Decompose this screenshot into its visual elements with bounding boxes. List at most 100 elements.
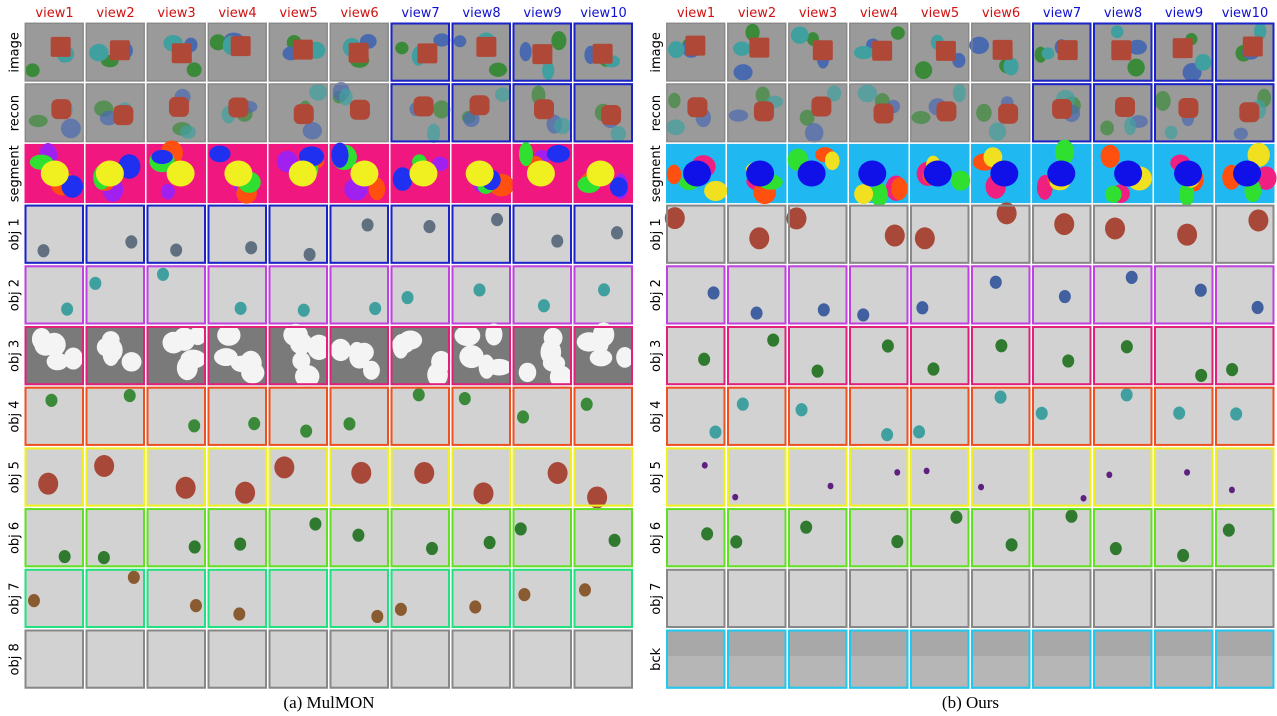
thumbnail bbox=[452, 387, 512, 446]
thumbnail bbox=[25, 23, 85, 82]
object bbox=[124, 389, 136, 402]
thumbnail bbox=[574, 265, 634, 324]
thumbnail bbox=[727, 83, 787, 142]
thumbnail bbox=[1154, 265, 1214, 324]
segment-main bbox=[1114, 161, 1142, 187]
object bbox=[891, 535, 903, 548]
thumbnail bbox=[574, 387, 634, 446]
cube bbox=[1173, 38, 1193, 58]
thumbnail-bg bbox=[1032, 326, 1092, 385]
thumbnail-bg bbox=[269, 569, 329, 628]
thumbnail-bg bbox=[1154, 569, 1214, 628]
object bbox=[548, 462, 568, 484]
segment-main bbox=[350, 161, 378, 187]
cube bbox=[813, 40, 833, 60]
segment-main bbox=[41, 161, 69, 187]
segment-blob bbox=[951, 171, 970, 191]
thumbnail-bg bbox=[666, 569, 726, 628]
object bbox=[1230, 407, 1242, 420]
object bbox=[828, 483, 834, 490]
blob bbox=[791, 26, 809, 43]
object bbox=[1248, 209, 1268, 231]
cube bbox=[1239, 102, 1259, 122]
object bbox=[978, 484, 984, 491]
object bbox=[1110, 542, 1122, 555]
thumbnail bbox=[513, 265, 573, 324]
thumbnail bbox=[391, 387, 451, 446]
thumbnail bbox=[1154, 83, 1214, 142]
object bbox=[304, 248, 316, 261]
thumbnail bbox=[330, 82, 390, 143]
object bbox=[1252, 301, 1264, 314]
thumbnail bbox=[849, 387, 909, 446]
thumbnail bbox=[1215, 83, 1275, 142]
object bbox=[730, 535, 742, 548]
segment-main bbox=[409, 161, 437, 187]
thumbnail bbox=[1093, 144, 1153, 203]
thumbnail bbox=[269, 387, 329, 446]
thumbnail-bg bbox=[269, 508, 329, 567]
thumbnail-bg bbox=[25, 205, 85, 264]
object bbox=[38, 244, 50, 257]
thumbnail bbox=[147, 83, 207, 142]
thumbnail-bg bbox=[147, 265, 207, 324]
row-label: obj 1 bbox=[649, 218, 664, 250]
thumbnail bbox=[452, 508, 512, 567]
thumbnail-bg bbox=[788, 387, 848, 446]
thumbnail bbox=[391, 23, 451, 82]
thumbnail bbox=[513, 23, 573, 82]
cube bbox=[231, 36, 251, 56]
object bbox=[362, 218, 374, 231]
column-header: view9 bbox=[523, 6, 561, 21]
thumbnail bbox=[788, 326, 848, 385]
thumbnail bbox=[208, 630, 268, 689]
thumbnail bbox=[86, 144, 146, 203]
object bbox=[857, 308, 869, 321]
thumbnail bbox=[86, 630, 146, 689]
object bbox=[1059, 290, 1071, 303]
thumbnail bbox=[666, 508, 726, 567]
object bbox=[61, 303, 73, 316]
thumbnail bbox=[269, 205, 329, 264]
thumbnail bbox=[666, 83, 726, 142]
object bbox=[927, 362, 939, 375]
thumbnail bbox=[910, 83, 970, 142]
thumbnail bbox=[513, 508, 573, 567]
thumbnail bbox=[910, 569, 970, 628]
thumbnail bbox=[1215, 569, 1275, 628]
thumbnail-bg bbox=[330, 205, 390, 264]
thumbnail-bg bbox=[1093, 326, 1153, 385]
thumbnail bbox=[971, 83, 1031, 142]
thumbnail bbox=[1093, 447, 1153, 506]
object bbox=[882, 339, 894, 352]
thumbnail-bg bbox=[1215, 508, 1275, 567]
segment-blob bbox=[610, 177, 628, 197]
thumbnail-bg bbox=[1032, 508, 1092, 567]
thumbnail bbox=[971, 447, 1031, 506]
thumbnail bbox=[971, 202, 1031, 263]
blob bbox=[912, 111, 931, 124]
object bbox=[1081, 495, 1087, 502]
bck-shade bbox=[849, 656, 909, 689]
blob bbox=[953, 83, 966, 102]
segment-blob bbox=[519, 142, 533, 166]
thumbnail bbox=[330, 508, 390, 567]
blob bbox=[1111, 25, 1124, 38]
thumbnail-bg bbox=[574, 630, 634, 689]
thumbnail bbox=[25, 508, 85, 567]
object bbox=[767, 333, 779, 346]
thumbnail-bg bbox=[452, 630, 512, 689]
column-header: view4 bbox=[860, 6, 898, 21]
thumbnail bbox=[452, 144, 515, 203]
thumbnail-bg bbox=[1093, 447, 1153, 506]
thumbnail-bg bbox=[513, 630, 573, 689]
thumbnail bbox=[391, 265, 451, 324]
thumbnail-bg bbox=[452, 508, 512, 567]
row-label: obj 3 bbox=[649, 340, 664, 372]
row-label: obj 3 bbox=[8, 340, 23, 372]
cube bbox=[172, 43, 192, 63]
thumbnail bbox=[330, 387, 390, 446]
thumbnail bbox=[574, 23, 634, 82]
blob bbox=[1234, 128, 1248, 140]
thumbnail bbox=[208, 387, 268, 446]
